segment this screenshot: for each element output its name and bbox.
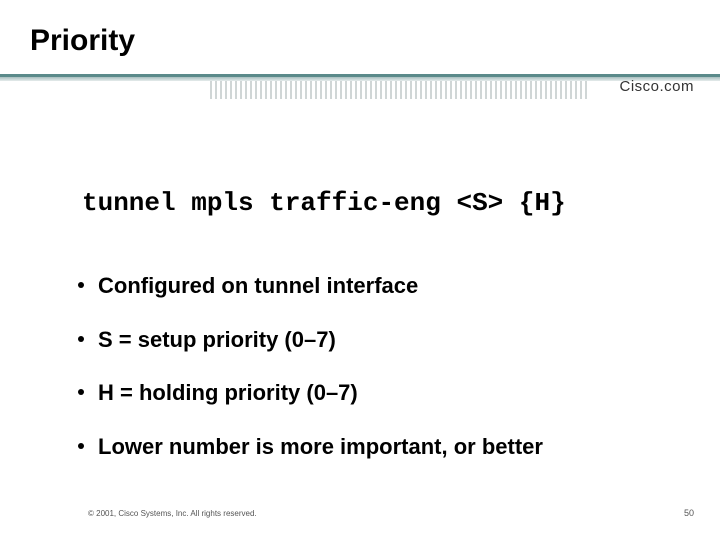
bullet-text: S = setup priority (0–7) [98, 326, 336, 354]
page-number: 50 [684, 508, 694, 518]
slide: Priority Cisco.com tunnel mpls traffic-e… [0, 0, 720, 540]
bullet-dot-icon [78, 389, 84, 395]
slide-title: Priority [30, 24, 135, 58]
bullet-text: H = holding priority (0–7) [98, 379, 358, 407]
list-item: S = setup priority (0–7) [78, 326, 658, 354]
list-item: H = holding priority (0–7) [78, 379, 658, 407]
command-text: tunnel mpls traffic-eng <S> {H} [82, 188, 566, 218]
list-item: Lower number is more important, or bette… [78, 433, 658, 461]
bullet-dot-icon [78, 336, 84, 342]
bullet-dot-icon [78, 282, 84, 288]
divider-hatching [210, 81, 590, 99]
bullet-text: Configured on tunnel interface [98, 272, 418, 300]
bullet-text: Lower number is more important, or bette… [98, 433, 543, 461]
bullet-dot-icon [78, 443, 84, 449]
copyright-footer: © 2001, Cisco Systems, Inc. All rights r… [88, 509, 257, 518]
divider-bar: Cisco.com [0, 74, 720, 102]
list-item: Configured on tunnel interface [78, 272, 658, 300]
bullet-list: Configured on tunnel interface S = setup… [78, 272, 658, 486]
brand-label: Cisco.com [619, 78, 694, 95]
